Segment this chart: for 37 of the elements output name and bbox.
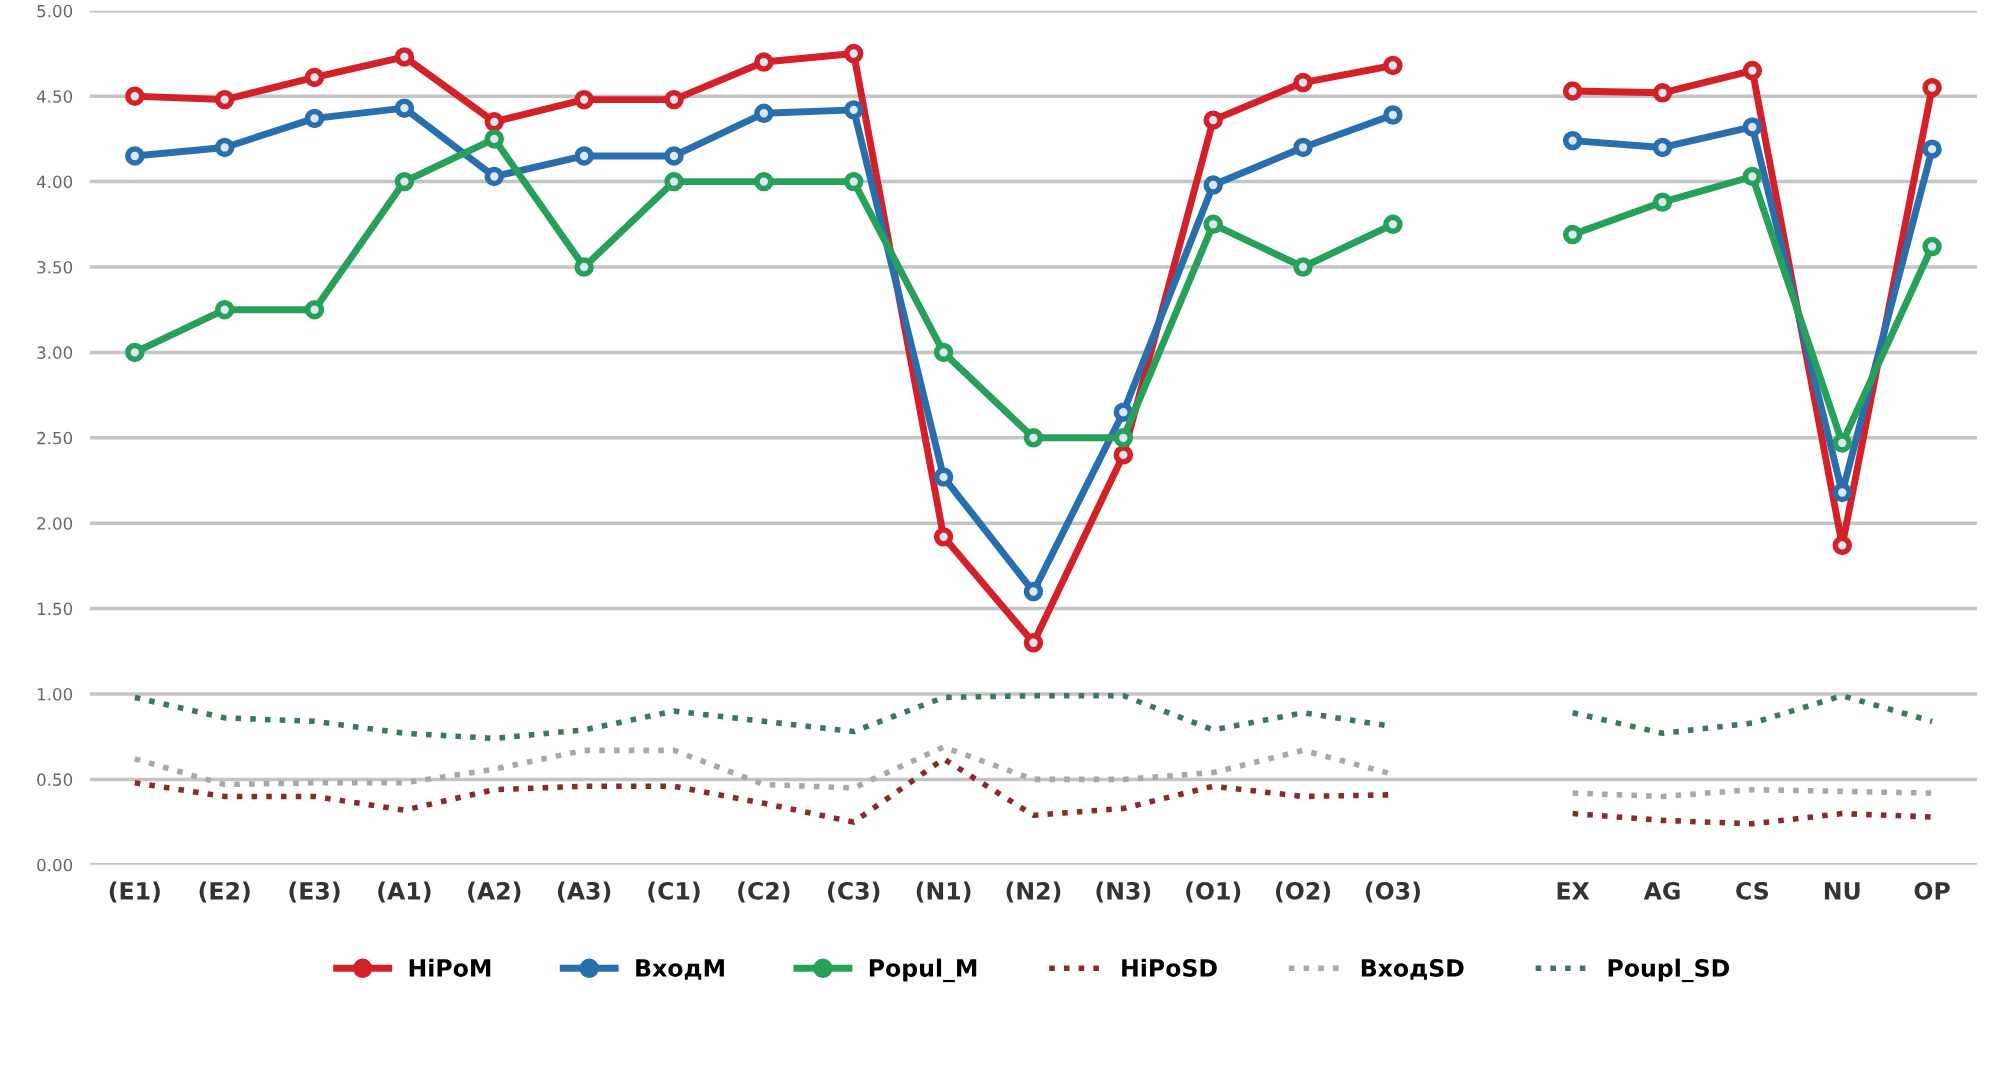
x-tick-label: (N1) [916, 881, 971, 903]
x-tick-label: (N3) [1096, 881, 1151, 903]
y-tick-label: 3.50 [37, 260, 73, 274]
x-tick-label: (A1) [378, 881, 431, 903]
x-tick-label: (E3) [289, 881, 340, 903]
y-tick-label: 4.00 [36, 175, 73, 189]
x-tick-label: AG [1643, 881, 1680, 900]
y-tick-label: 0.50 [37, 773, 73, 786]
y-tick-label: 3.00 [37, 346, 73, 359]
y-tick-label: 4.50 [36, 90, 73, 103]
x-tick-label: (O3) [1365, 881, 1420, 903]
x-tick-label: (C1) [648, 881, 700, 903]
y-tick-label: 5.00 [37, 4, 73, 18]
y-tick-label: 0.00 [37, 858, 73, 872]
y-tick-label: 2.50 [37, 431, 73, 445]
x-tick-label: NU [1824, 882, 1860, 900]
x-tick-label: (E2) [199, 881, 250, 903]
legend-label: HiPoM [409, 958, 491, 977]
x-tick-label: CS [1736, 881, 1769, 900]
legend-label: ВходM [636, 959, 724, 980]
x-tick-label: (A3) [558, 881, 611, 903]
legend-label: HiPoSD [1122, 958, 1217, 977]
x-tick-label: (E1) [109, 881, 160, 903]
legend-label: ВходSD [1361, 959, 1464, 980]
x-tick-label: EX [1557, 882, 1590, 900]
y-tick-label: 1.00 [37, 687, 73, 701]
x-tick-label: OP [1914, 881, 1950, 900]
x-tick-label: (O2) [1276, 881, 1331, 903]
x-tick-label: (O1) [1186, 881, 1241, 903]
legend-label: Popul_M [869, 958, 977, 983]
y-tick-label: 1.50 [37, 602, 73, 616]
y-tick-label: 2.00 [37, 517, 73, 530]
x-tick-label: (A2) [468, 881, 521, 903]
legend-label: Poupl_SD [1608, 958, 1729, 983]
x-tick-label: (C2) [738, 881, 790, 903]
x-tick-label: (N2) [1006, 881, 1061, 903]
x-tick-label: (C3) [828, 881, 880, 903]
